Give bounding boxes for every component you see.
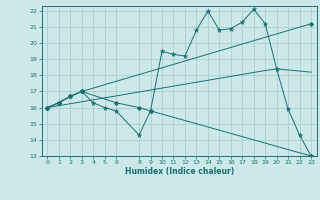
X-axis label: Humidex (Indice chaleur): Humidex (Indice chaleur) xyxy=(124,167,234,176)
